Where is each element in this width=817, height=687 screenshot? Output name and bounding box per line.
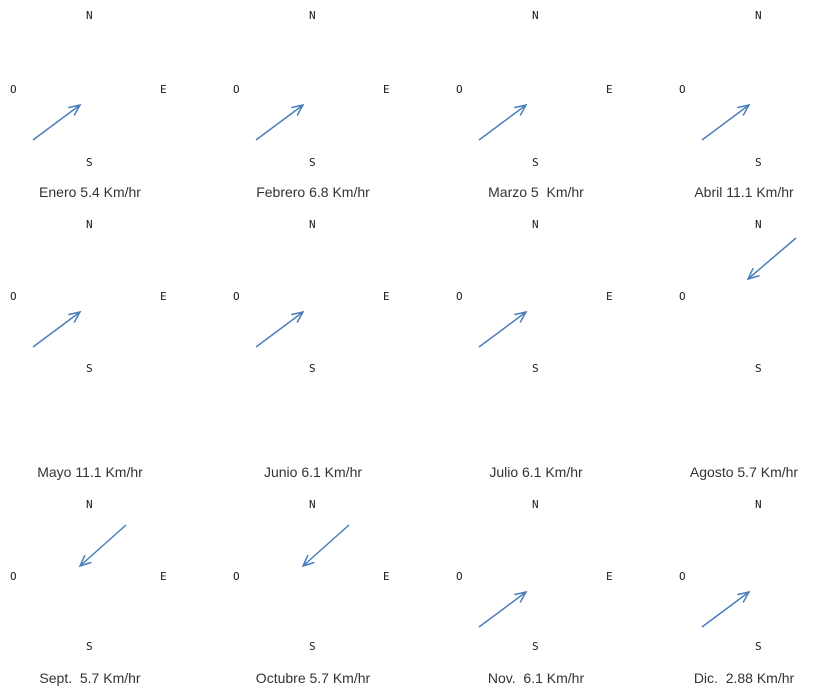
wind-direction-arrow-icon [701, 590, 751, 628]
wind-direction-arrow-icon [478, 590, 528, 628]
month-wind-label: Nov. 6.1 Km/hr [487, 670, 585, 686]
month-wind-label: Julio 6.1 Km/hr [489, 464, 583, 480]
compass-east-label: E [606, 290, 613, 303]
compass-south-label: S [309, 156, 316, 169]
compass-east-label: E [160, 570, 167, 583]
compass-west-label: O [456, 290, 463, 303]
compass-west-label: O [679, 570, 686, 583]
month-wind-label: Sept. 5.7 Km/hr [39, 670, 141, 686]
month-wind-label: Abril 11.1 Km/hr [694, 184, 794, 200]
compass-west-label: O [679, 290, 686, 303]
wind-direction-arrow-icon [32, 103, 82, 141]
compass-west-label: O [456, 570, 463, 583]
compass-east-label: E [606, 570, 613, 583]
compass-south-label: S [309, 362, 316, 375]
month-wind-label: Marzo 5 Km/hr [488, 184, 584, 200]
compass-north-label: N [309, 9, 316, 22]
month-wind-label: Enero 5.4 Km/hr [39, 184, 141, 200]
compass-west-label: O [10, 83, 17, 96]
compass-north-label: N [755, 498, 762, 511]
wind-direction-arrow-icon [301, 524, 350, 568]
compass-north-label: N [755, 218, 762, 231]
wind-direction-arrow-icon [478, 103, 528, 141]
compass-north-label: N [755, 9, 762, 22]
wind-direction-arrow-icon [701, 103, 751, 141]
compass-south-label: S [755, 640, 762, 653]
wind-direction-arrow-icon [478, 310, 528, 348]
compass-north-label: N [309, 498, 316, 511]
compass-east-label: E [160, 290, 167, 303]
compass-north-label: N [532, 218, 539, 231]
compass-west-label: O [679, 83, 686, 96]
wind-direction-arrow-icon [32, 310, 82, 348]
compass-north-label: N [532, 498, 539, 511]
compass-east-label: E [383, 570, 390, 583]
month-wind-label: Febrero 6.8 Km/hr [256, 184, 370, 200]
compass-north-label: N [532, 9, 539, 22]
wind-direction-arrow-icon [78, 524, 127, 568]
compass-south-label: S [86, 640, 93, 653]
compass-west-label: O [10, 570, 17, 583]
compass-north-label: N [86, 218, 93, 231]
compass-south-label: S [755, 156, 762, 169]
compass-west-label: O [233, 290, 240, 303]
wind-direction-arrow-icon [746, 237, 797, 281]
month-wind-label: Junio 6.1 Km/hr [263, 464, 363, 480]
month-wind-label: Dic. 2.88 Km/hr [693, 670, 795, 686]
compass-west-label: O [456, 83, 463, 96]
compass-south-label: S [309, 640, 316, 653]
compass-south-label: S [86, 156, 93, 169]
compass-east-label: E [160, 83, 167, 96]
compass-south-label: S [532, 156, 539, 169]
compass-east-label: E [383, 290, 390, 303]
compass-east-label: E [383, 83, 390, 96]
compass-west-label: O [10, 290, 17, 303]
compass-north-label: N [86, 9, 93, 22]
compass-south-label: S [532, 640, 539, 653]
compass-south-label: S [755, 362, 762, 375]
compass-north-label: N [309, 218, 316, 231]
wind-direction-arrow-icon [255, 310, 305, 348]
month-wind-label: Mayo 11.1 Km/hr [37, 464, 143, 480]
compass-north-label: N [86, 498, 93, 511]
compass-west-label: O [233, 570, 240, 583]
compass-east-label: E [606, 83, 613, 96]
compass-south-label: S [86, 362, 93, 375]
wind-direction-arrow-icon [255, 103, 305, 141]
compass-south-label: S [532, 362, 539, 375]
compass-west-label: O [233, 83, 240, 96]
month-wind-label: Agosto 5.7 Km/hr [689, 464, 799, 480]
month-wind-label: Octubre 5.7 Km/hr [255, 670, 371, 686]
